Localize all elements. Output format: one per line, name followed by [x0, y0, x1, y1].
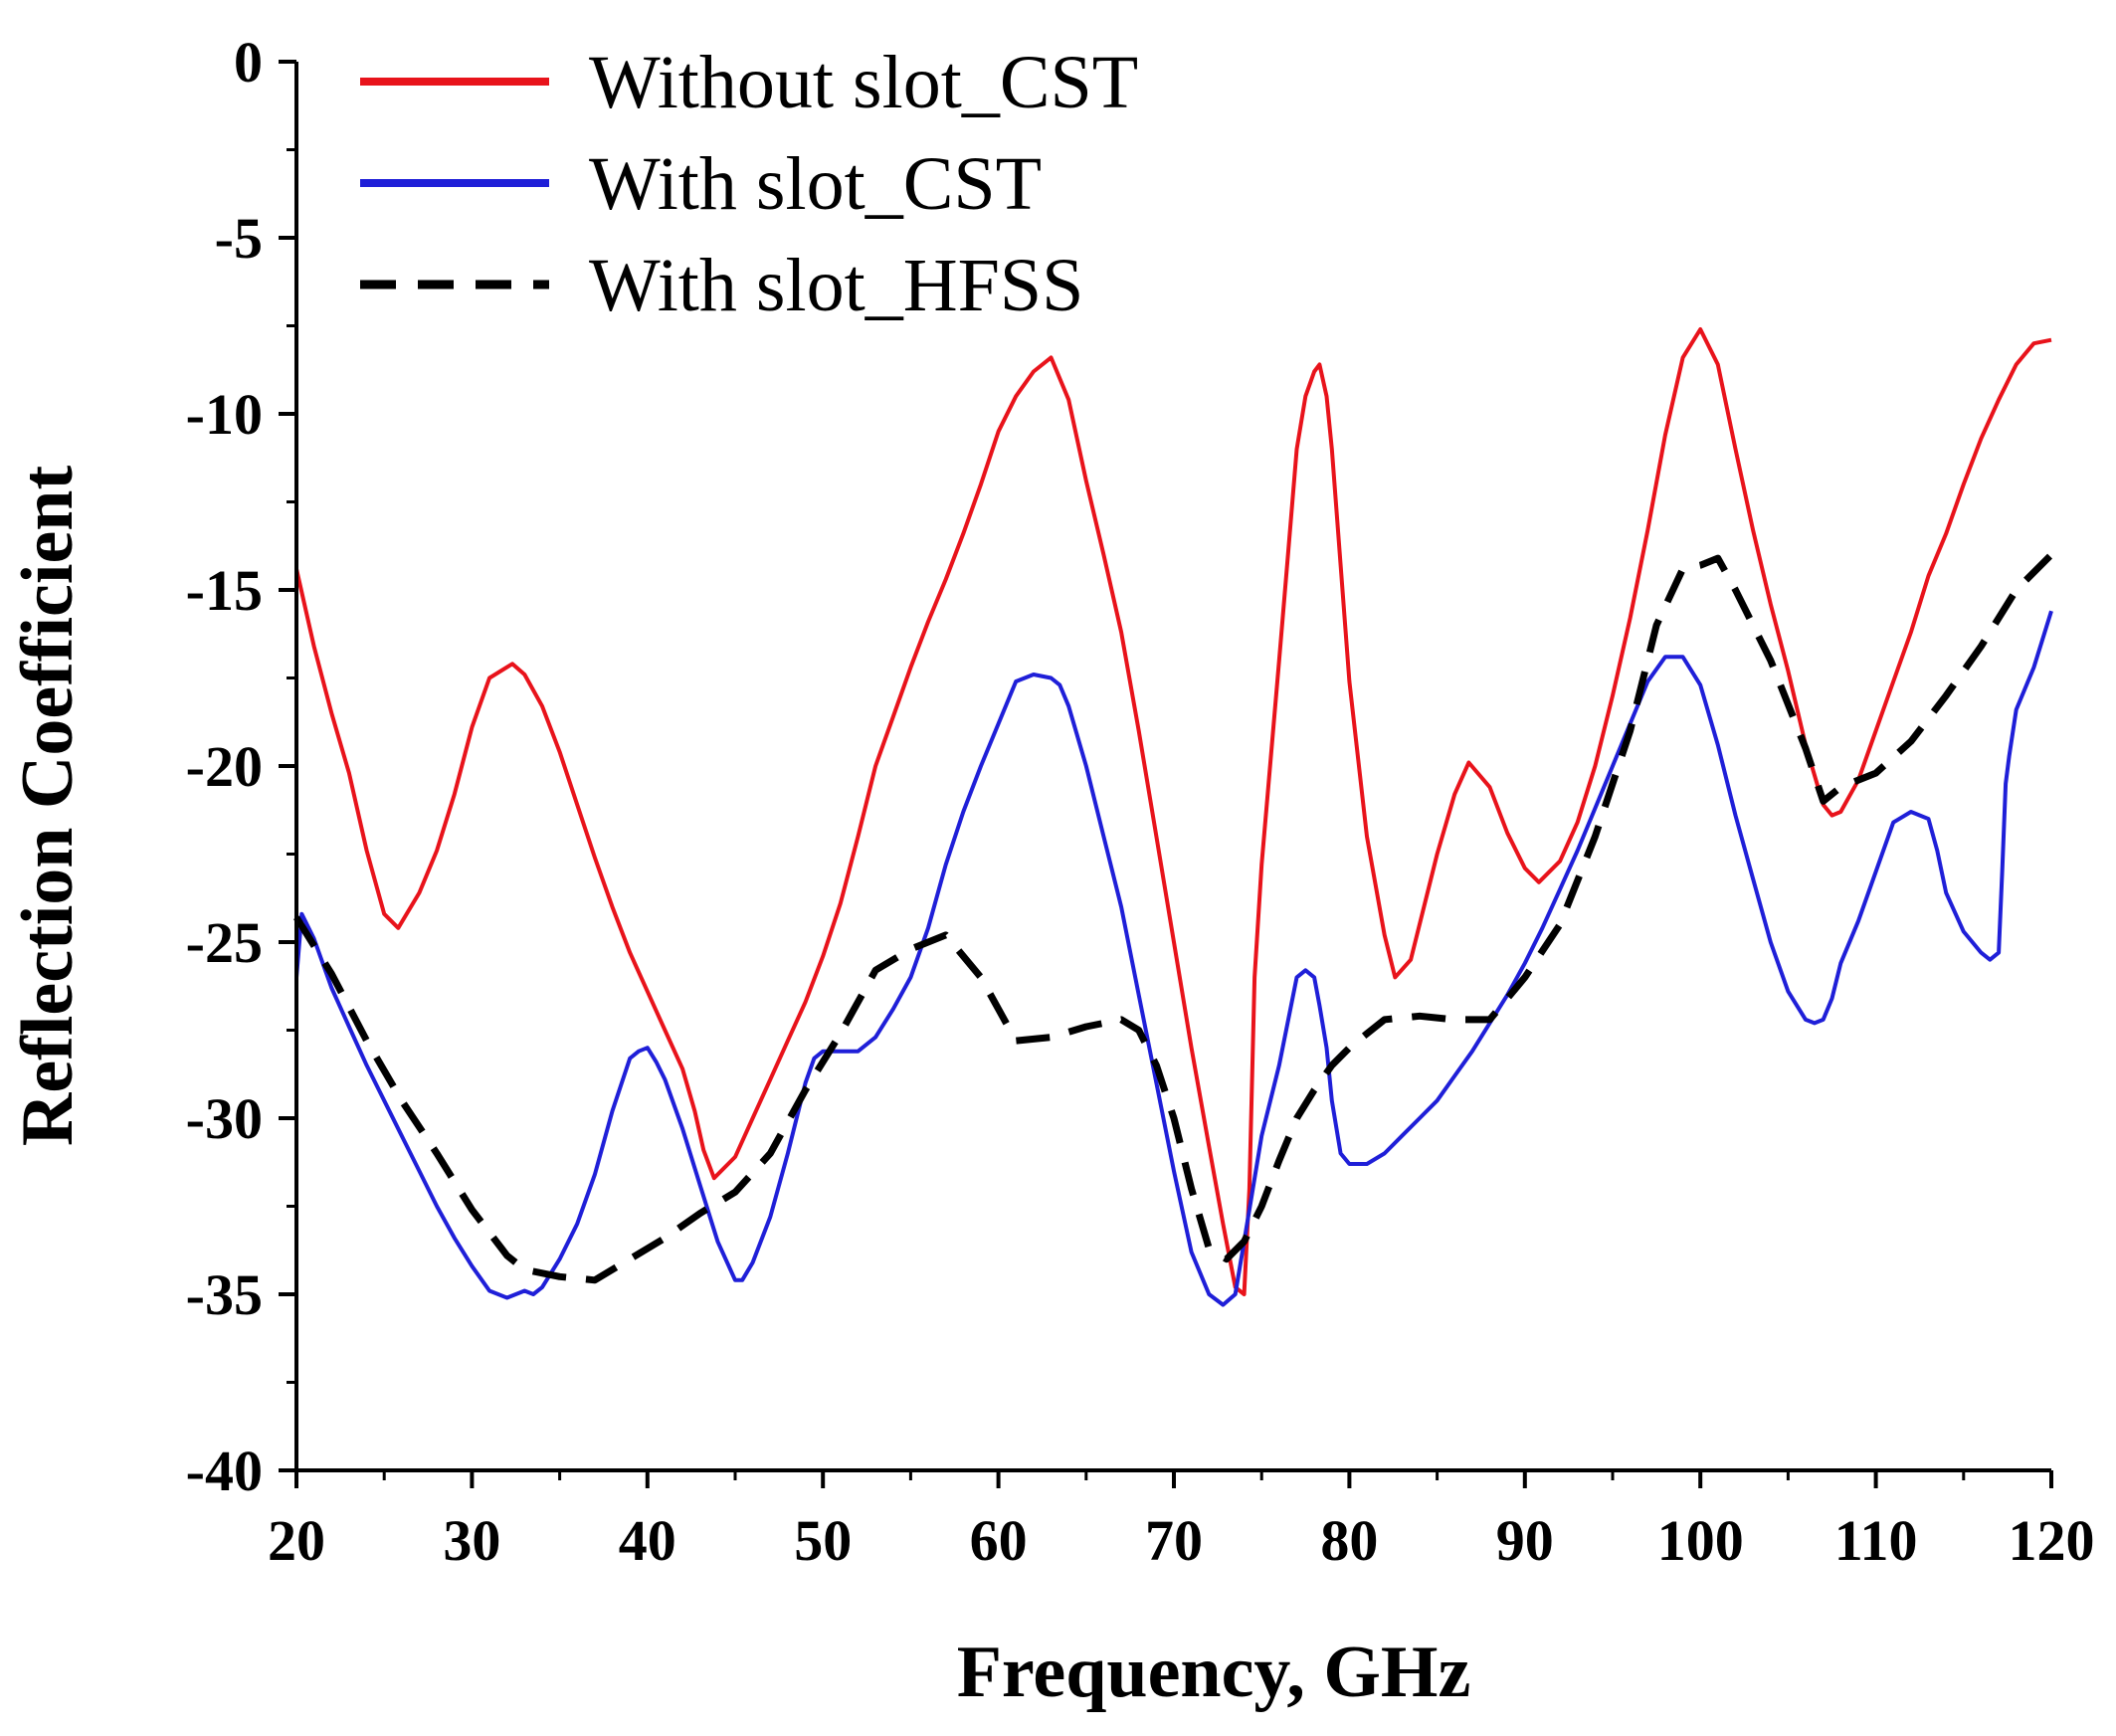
x-tick-label: 50: [794, 1508, 852, 1573]
x-tick-label: 70: [1145, 1508, 1203, 1573]
y-tick-label: -30: [186, 1086, 263, 1151]
y-tick-label: -20: [186, 734, 263, 799]
x-tick-label: 30: [443, 1508, 500, 1573]
series-line-2: [294, 610, 2053, 1307]
y-tick-label: -15: [186, 558, 263, 623]
legend-label-1: Without slot_CST: [589, 41, 1138, 124]
y-tick-label: -40: [186, 1439, 263, 1503]
y-tick-label: -35: [186, 1262, 263, 1327]
y-axis-title: Reflection Coefficient: [7, 466, 89, 1147]
x-tick-label: 90: [1496, 1508, 1554, 1573]
legend-label-2: With slot_CST: [589, 142, 1042, 226]
series-line-1: [294, 327, 2052, 1296]
x-axis-title: Frequency, GHz: [957, 1632, 1471, 1713]
series-line-3: [293, 552, 2054, 1284]
x-tick-label: 80: [1320, 1508, 1378, 1573]
y-tick-label: 0: [234, 30, 263, 95]
y-tick-label: -10: [186, 382, 263, 447]
x-tick-label: 120: [2009, 1508, 2095, 1573]
x-tick-label: 20: [268, 1508, 325, 1573]
series-lines: [293, 327, 2054, 1307]
tick-marks: [279, 60, 2053, 1488]
y-tick-label: -25: [186, 910, 263, 975]
y-tick-label: -5: [215, 206, 263, 271]
x-tick-label: 60: [970, 1508, 1028, 1573]
x-tick-label: 40: [619, 1508, 676, 1573]
x-tick-label: 100: [1657, 1508, 1744, 1573]
legend-label-3: With slot_HFSS: [589, 244, 1083, 327]
x-tick-label: 110: [1834, 1508, 1918, 1573]
legend: Without slot_CST With slot_CST With slot_H…: [360, 41, 1138, 327]
